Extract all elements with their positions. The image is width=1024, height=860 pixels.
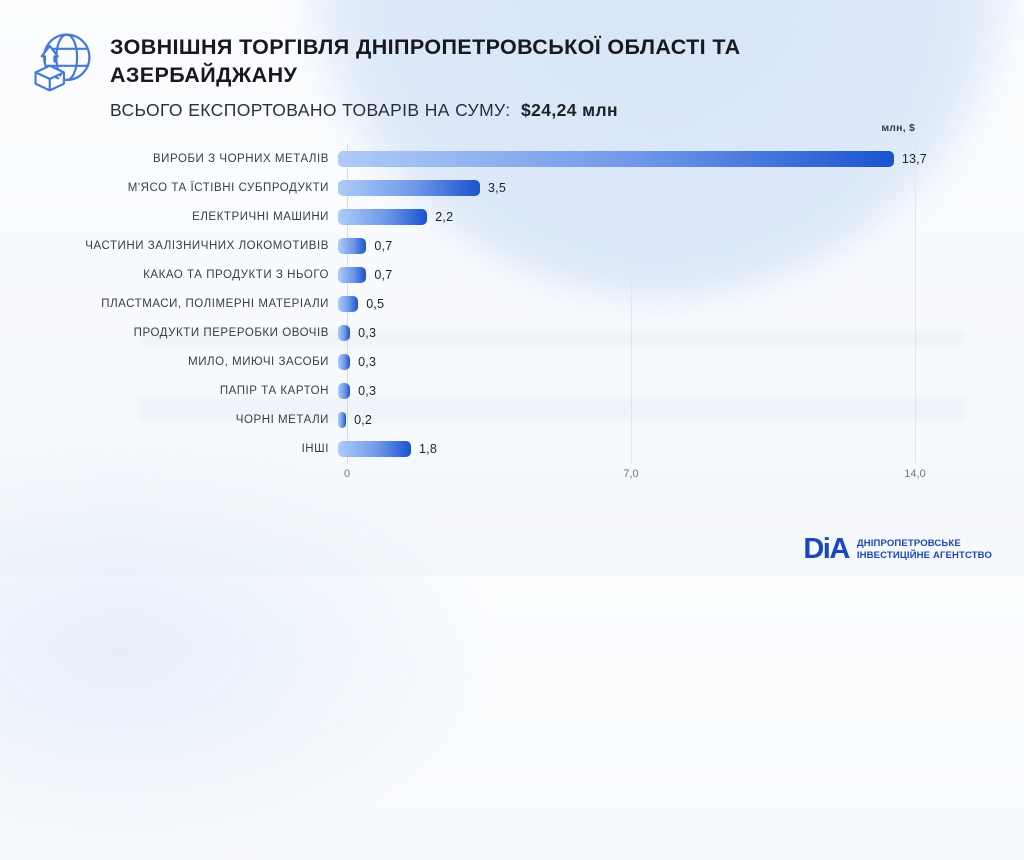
chart-row: ЧОРНІ МЕТАЛИ 0,2	[0, 405, 1024, 434]
chart-row: ПАПІР ТА КАРТОН 0,3	[0, 376, 1024, 405]
bar-chart: 0 7,0 14,0 ВИРОБИ З ЧОРНИХ МЕТАЛІВ 13,7 М'ЯСО…	[0, 144, 1024, 480]
bar-value-label: 0,3	[358, 383, 377, 398]
globe-export-icon	[28, 28, 96, 96]
bar-value-label: 2,2	[435, 209, 454, 224]
dia-logo: DіA	[803, 533, 850, 565]
bar-value-label: 0,3	[358, 354, 377, 369]
x-tick-label: 0	[343, 468, 351, 480]
bar	[338, 324, 351, 341]
x-tick-label: 14,0	[904, 468, 926, 480]
bar-value-label: 0,3	[358, 325, 377, 340]
bar	[338, 237, 367, 254]
category-label: ПРОДУКТИ ПЕРЕРОБКИ ОВОЧІВ	[133, 326, 329, 339]
agency-name-line2: ІНВЕСТИЦІЙНЕ АГЕНТСТВО	[856, 549, 992, 561]
category-label: ЕЛЕКТРИЧНІ МАШИНИ	[192, 210, 329, 223]
category-label: КАКАО ТА ПРОДУКТИ З НЬОГО	[143, 268, 329, 281]
agency-name: ДНІПРОПЕТРОВСЬКЕ ІНВЕСТИЦІЙНЕ АГЕНТСТВО	[857, 538, 992, 561]
axis-unit-label: млн, $	[881, 122, 915, 134]
chart-row: КАКАО ТА ПРОДУКТИ З НЬОГО 0,7	[0, 260, 1024, 289]
category-label: ВИРОБИ З ЧОРНИХ МЕТАЛІВ	[152, 152, 329, 165]
chart-row: ВИРОБИ З ЧОРНИХ МЕТАЛІВ 13,7	[0, 144, 1024, 173]
bar-value-label: 0,5	[366, 296, 385, 311]
category-label: МИЛО, МИЮЧІ ЗАСОБИ	[188, 355, 329, 368]
bar	[338, 411, 347, 428]
bar-value-label: 0,7	[374, 238, 393, 253]
bar	[338, 208, 428, 225]
bar-value-label: 13,7	[901, 151, 927, 166]
chart-row: ПЛАСТМАСИ, ПОЛІМЕРНІ МАТЕРІАЛИ 0,5	[0, 289, 1024, 318]
bar	[338, 353, 351, 370]
agency-name-line1: ДНІПРОПЕТРОВСЬКЕ	[856, 538, 961, 549]
x-tick-label: 7,0	[623, 468, 639, 480]
bar	[338, 382, 351, 399]
category-label: ПЛАСТМАСИ, ПОЛІМЕРНІ МАТЕРІАЛИ	[101, 297, 329, 310]
chart-row: ЧАСТИНИ ЗАЛІЗНИЧНИХ ЛОКОМОТИВІВ 0,7	[0, 231, 1024, 260]
chart-row: ІНШІ 1,8	[0, 434, 1024, 463]
gridline-14,0	[915, 144, 916, 464]
bar-value-label: 1,8	[419, 441, 437, 456]
chart-row: МИЛО, МИЮЧІ ЗАСОБИ 0,3	[0, 347, 1024, 376]
bar-value-label: 3,5	[488, 180, 506, 195]
category-label: ЧОРНІ МЕТАЛИ	[235, 413, 329, 426]
footer-brand: DіA ДНІПРОПЕТРОВСЬКЕ ІНВЕСТИЦІЙНЕ АГЕНТС…	[803, 535, 992, 564]
subtitle-label: ВСЬОГО ЕКСПОРТОВАНО ТОВАРІВ НА СУМУ:	[110, 100, 511, 120]
page-title: ЗОВНІШНЯ ТОРГІВЛЯ ДНІПРОПЕТРОВСЬКОЇ ОБЛА…	[110, 35, 741, 87]
category-label: ПАПІР ТА КАРТОН	[219, 384, 329, 397]
page-subtitle: ВСЬОГО ЕКСПОРТОВАНО ТОВАРІВ НА СУМУ: $24…	[110, 100, 618, 121]
bar	[338, 179, 480, 196]
category-label: ІНШІ	[301, 442, 329, 455]
chart-row: ЕЛЕКТРИЧНІ МАШИНИ 2,2	[0, 202, 1024, 231]
bar-value-label: 0,7	[374, 267, 393, 282]
gridline-7,0	[631, 144, 632, 464]
category-label: М'ЯСО ТА ЇСТІВНІ СУБПРОДУКТИ	[127, 181, 329, 194]
bar	[338, 266, 367, 283]
bar	[338, 440, 412, 457]
chart-row: ПРОДУКТИ ПЕРЕРОБКИ ОВОЧІВ 0,3	[0, 318, 1024, 347]
subtitle-value: $24,24 млн	[520, 100, 619, 120]
chart-rows: ВИРОБИ З ЧОРНИХ МЕТАЛІВ 13,7 М'ЯСО ТА ЇСТІ…	[0, 144, 1024, 463]
bar	[338, 295, 359, 312]
bar	[338, 150, 894, 167]
category-label: ЧАСТИНИ ЗАЛІЗНИЧНИХ ЛОКОМОТИВІВ	[85, 239, 329, 252]
chart-row: М'ЯСО ТА ЇСТІВНІ СУБПРОДУКТИ 3,5	[0, 173, 1024, 202]
bar-value-label: 0,2	[354, 412, 373, 427]
